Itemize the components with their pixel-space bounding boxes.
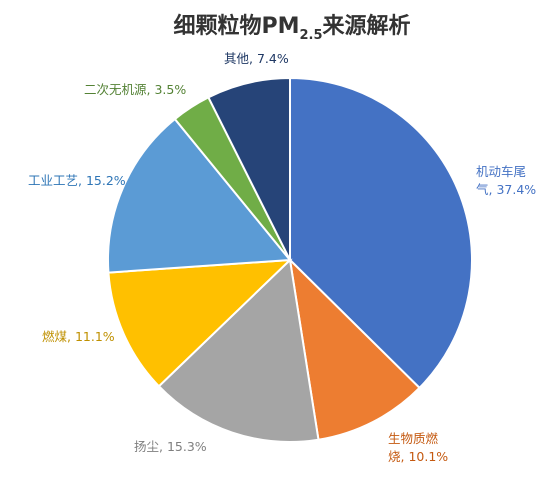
slice-label-line: 生物质燃 [388, 431, 439, 446]
pie-slices [107, 76, 473, 443]
slice-label-line: 扬尘, 15.3% [134, 439, 207, 454]
slice-label-line: 烧, 10.1% [388, 449, 448, 464]
slice-label-line: 气, 37.4% [476, 182, 536, 197]
slice-label-line: 二次无机源, 3.5% [84, 82, 186, 97]
slice-label-4: 燃煤, 11.1% [42, 329, 115, 344]
chart-title: 细颗粒物PM2.5来源解析 [173, 13, 410, 43]
pie-slice-4 [107, 258, 293, 388]
pie-slice-7 [207, 76, 291, 261]
slice-label-6: 二次无机源, 3.5% [84, 82, 186, 97]
slice-label-5: 工业工艺, 15.2% [28, 173, 126, 188]
slice-label-3: 扬尘, 15.3% [134, 439, 207, 454]
slice-labels: 机动车尾气, 37.4% 生物质燃烧, 10.1% 扬尘, 15.3% 燃煤, 11.… [28, 51, 536, 464]
slice-label-line: 燃煤, 11.1% [42, 329, 115, 344]
chart-title-main: 细颗粒物PM [173, 13, 299, 39]
slice-label-2: 生物质燃烧, 10.1% [388, 431, 448, 464]
slice-label-1: 机动车尾气, 37.4% [476, 164, 536, 197]
slice-label-line: 其他, 7.4% [224, 51, 289, 66]
pie-slice-5 [107, 117, 292, 274]
chart-title-subscript: 2.5 [299, 28, 322, 43]
pie-slice-2 [288, 257, 421, 441]
pie-slice-3 [157, 257, 320, 443]
pie-slice-1 [289, 76, 473, 390]
chart-title-end: 来源解析 [322, 13, 411, 39]
slice-label-7: 其他, 7.4% [224, 51, 289, 66]
slice-label-line: 工业工艺, 15.2% [28, 173, 126, 188]
slice-label-line: 机动车尾 [476, 164, 526, 179]
